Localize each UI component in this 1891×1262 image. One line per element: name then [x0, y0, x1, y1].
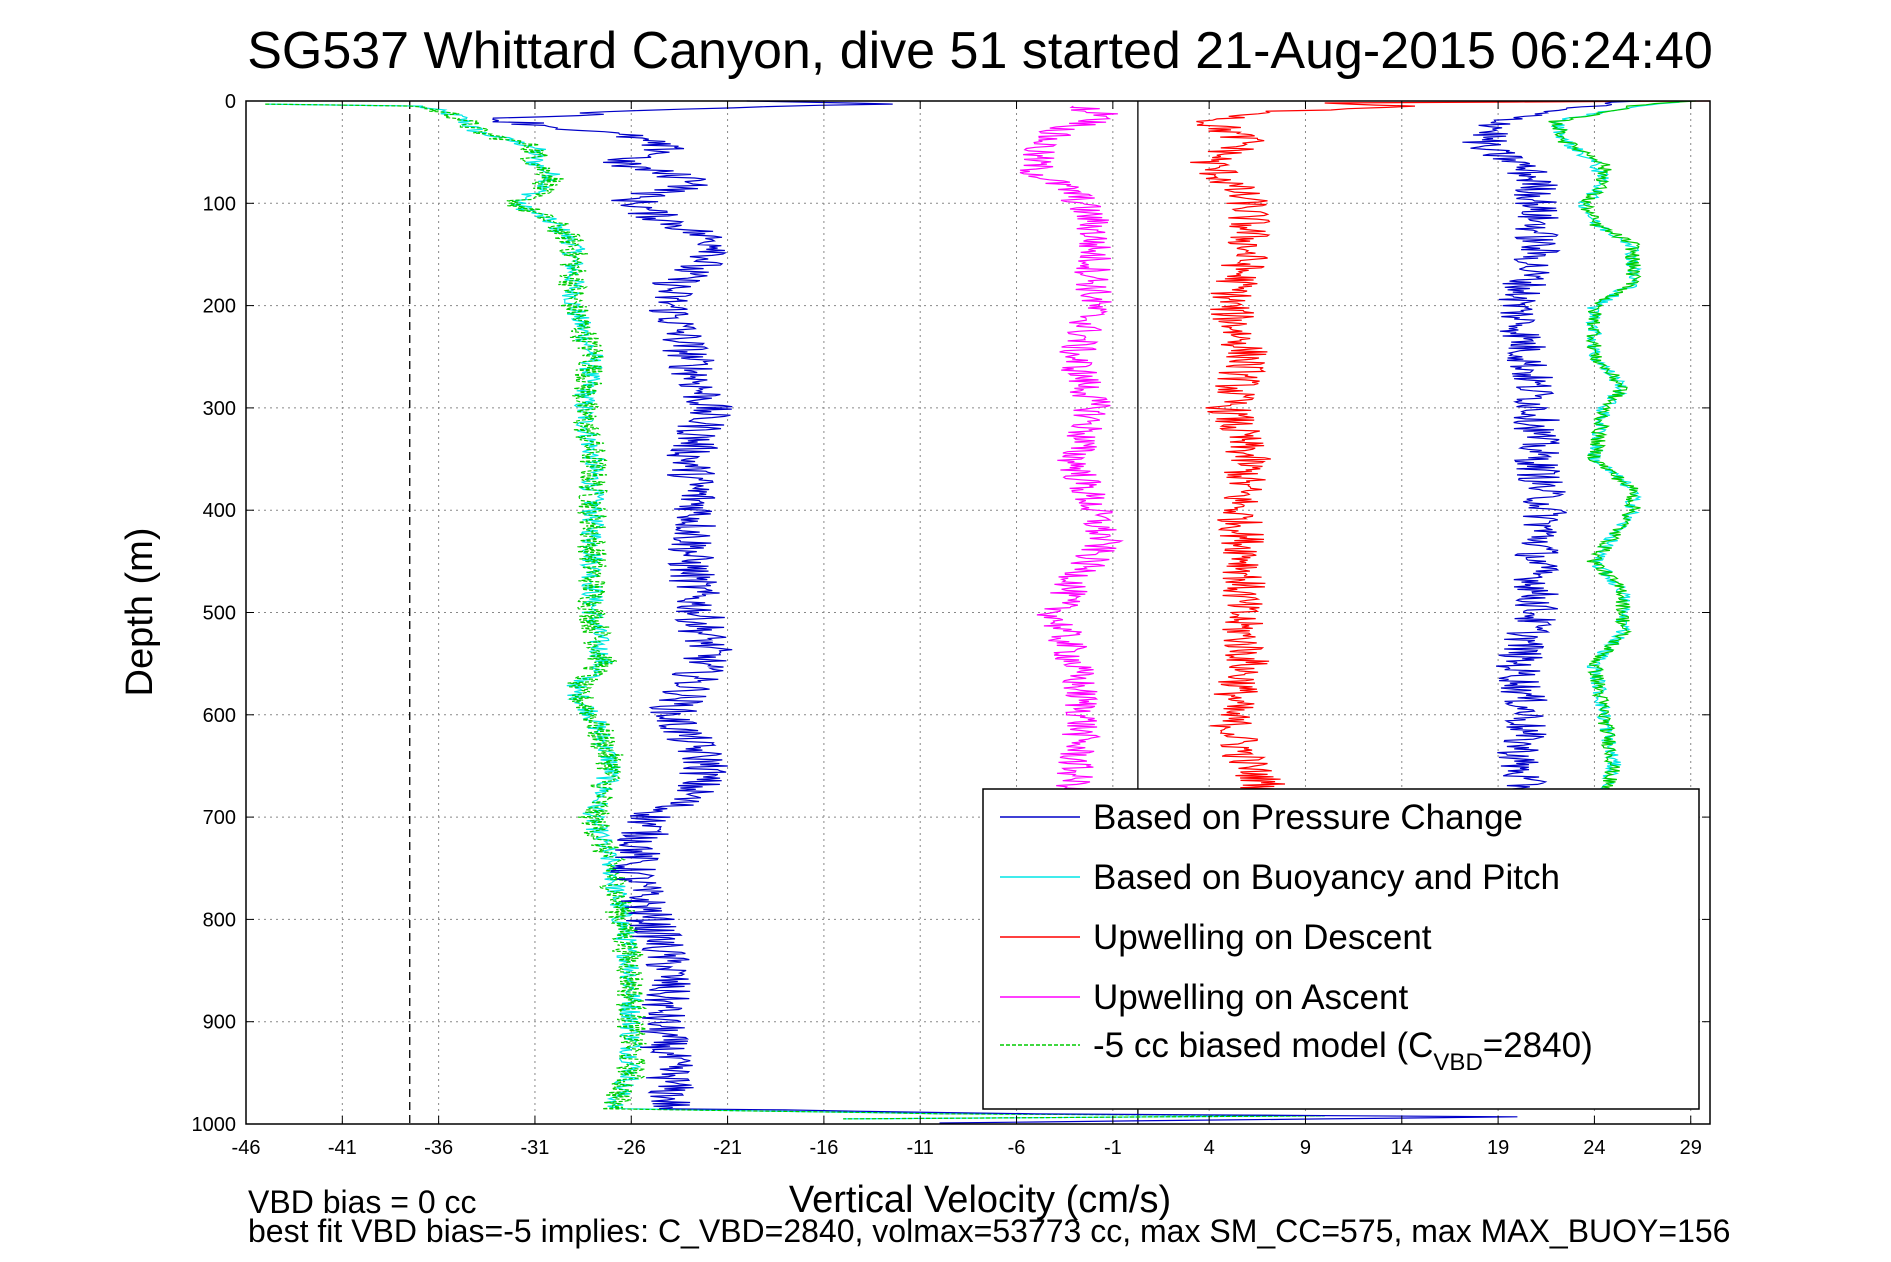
legend-label-suffix: =2840) — [1483, 1026, 1593, 1065]
y-tick-label: 800 — [203, 909, 236, 931]
y-tick-label: 700 — [203, 807, 236, 829]
legend-label: Upwelling on Descent — [1093, 918, 1432, 957]
y-tick-label: 600 — [203, 705, 236, 727]
x-tick-label: -6 — [1008, 1137, 1026, 1159]
x-axis-label: Vertical Velocity (cm/s) — [789, 1179, 1171, 1221]
series-line-4 — [265, 103, 1325, 1120]
x-axis-ticks: -46 -41 -36 -31 -26 -21 -16 -11 -6 -1 4 9 14 19 24 29 — [232, 101, 1702, 1159]
x-tick-label: -26 — [617, 1137, 646, 1159]
series-line-1 — [265, 103, 1325, 1120]
y-axis-label: Depth (m) — [119, 528, 161, 697]
legend-label-text: -5 cc biased model (C — [1093, 1026, 1433, 1065]
legend-label-text: Upwelling on Ascent — [1093, 978, 1408, 1017]
legend-label-text: Based on Buoyancy and Pitch — [1093, 858, 1560, 897]
x-tick-label: -21 — [713, 1137, 742, 1159]
x-tick-label: -31 — [520, 1137, 549, 1159]
y-tick-label: 100 — [203, 193, 236, 215]
y-tick-label: 400 — [203, 500, 236, 522]
chart-title: SG537 Whittard Canyon, dive 51 started 2… — [247, 22, 1713, 80]
ascent-series-line-1 — [1550, 100, 1684, 798]
plot-area — [265, 100, 1711, 1124]
y-tick-label: 1000 — [192, 1114, 237, 1136]
ascent-series-line-0 — [1462, 100, 1641, 798]
legend-label: Based on Buoyancy and Pitch — [1093, 858, 1560, 897]
legend-label-text: Based on Pressure Change — [1093, 798, 1523, 837]
y-tick-label: 200 — [203, 296, 236, 318]
x-tick-label: 9 — [1300, 1137, 1311, 1159]
x-tick-label: -41 — [328, 1137, 357, 1159]
legend-label-text: Upwelling on Descent — [1093, 918, 1432, 957]
x-tick-label: -46 — [232, 1137, 261, 1159]
legend: Based on Pressure Change Based on Buoyanc… — [982, 788, 1700, 1110]
legend-box — [982, 788, 1700, 1110]
y-tick-label: 0 — [225, 91, 236, 113]
legend-label: -5 cc biased model (CVBD=2840) — [1093, 1026, 1593, 1076]
series-line-3 — [1019, 105, 1124, 798]
x-tick-label: 4 — [1204, 1137, 1215, 1159]
footer-line-1: VBD bias = 0 cc — [248, 1184, 477, 1220]
x-tick-label: 14 — [1391, 1137, 1413, 1159]
x-tick-label: 24 — [1583, 1137, 1605, 1159]
y-axis-ticks: 0 100 200 300 400 500 600 700 800 900 1000 — [192, 91, 1710, 1136]
series-line-0 — [492, 100, 1518, 1124]
y-tick-label: 500 — [203, 603, 236, 625]
x-tick-label: 29 — [1680, 1137, 1702, 1159]
legend-label: Based on Pressure Change — [1093, 798, 1523, 837]
x-tick-label: -1 — [1104, 1137, 1122, 1159]
x-tick-label: 19 — [1487, 1137, 1509, 1159]
y-tick-label: 300 — [203, 398, 236, 420]
x-tick-label: -36 — [424, 1137, 453, 1159]
ascent-series-line-2 — [1548, 100, 1696, 797]
y-tick-label: 900 — [203, 1012, 236, 1034]
series-line-2 — [1190, 100, 1711, 798]
x-tick-label: -16 — [809, 1137, 838, 1159]
legend-label-subscript: VBD — [1433, 1049, 1482, 1076]
x-tick-label: -11 — [906, 1137, 933, 1159]
footer-line-2: best fit VBD bias=-5 implies: C_VBD=2840… — [248, 1213, 1730, 1249]
legend-label: Upwelling on Ascent — [1093, 978, 1408, 1017]
